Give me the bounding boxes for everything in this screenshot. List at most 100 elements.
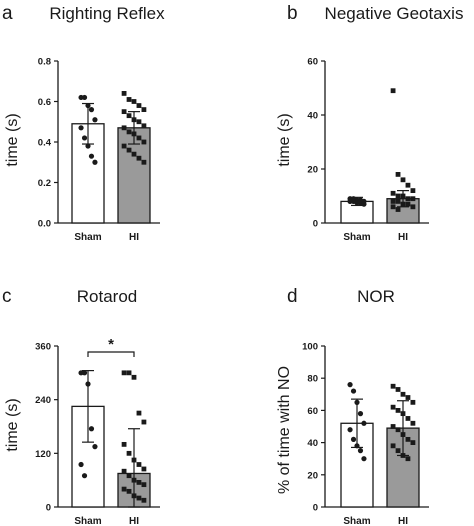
y-tick-label: 0 [313, 219, 318, 230]
panel-letter-b: b [287, 3, 298, 24]
data-point-hi [390, 88, 396, 94]
y-tick-label: 0.8 [38, 57, 51, 68]
data-point-hi [126, 129, 132, 135]
panel-title: NOR [357, 287, 395, 306]
data-point-hi [405, 436, 411, 442]
panel-letter-c: c [2, 286, 12, 307]
data-point-hi [126, 147, 132, 153]
data-point-hi [390, 424, 396, 429]
significance-bracket [87, 351, 135, 357]
data-point-hi [131, 131, 137, 137]
data-point-hi [410, 399, 416, 405]
panel-c: c Rotarod time (s) 0 120 240 360 Sham HI * [2, 286, 160, 526]
data-point-hi [395, 448, 401, 454]
y-tick-label: 360 [35, 342, 51, 353]
data-point-sham [92, 117, 98, 123]
y-tick-label: 40 [307, 111, 318, 122]
x-tick-label-sham: Sham [74, 516, 101, 526]
data-point-sham [354, 399, 360, 405]
data-point-sham [92, 444, 98, 450]
data-point-sham [81, 135, 88, 141]
panel-letter-d: d [287, 286, 298, 307]
data-point-hi [136, 103, 142, 108]
data-point-hi [390, 190, 396, 196]
y-axis-label: time (s) [4, 398, 21, 451]
data-point-hi [131, 457, 137, 463]
data-point-hi [131, 117, 137, 123]
data-point-hi [131, 493, 137, 499]
data-point-hi [395, 427, 401, 433]
data-point-hi [410, 204, 416, 210]
panel-d: d NOR % of time with NO 0 20 40 60 80 100 Sham… [276, 286, 429, 526]
y-tick-label: 20 [307, 165, 318, 176]
data-point-hi [400, 411, 406, 417]
y-axis-label: time (s) [4, 113, 21, 166]
data-point-hi [126, 97, 132, 102]
data-point-hi [131, 99, 137, 104]
panel-title: Negative Geotaxis [325, 4, 464, 23]
data-point-hi [131, 374, 137, 380]
data-point-hi [136, 462, 142, 467]
data-point-hi [395, 207, 401, 212]
data-point-hi [136, 119, 142, 125]
data-point-hi [141, 482, 147, 488]
data-point-hi [395, 408, 401, 413]
data-point-hi [405, 182, 411, 188]
y-tick-label: 20 [307, 470, 318, 481]
panel-title: Righting Reflex [49, 4, 165, 23]
data-point-sham [357, 448, 364, 454]
data-point-hi [395, 199, 401, 204]
data-point-sham [85, 381, 91, 387]
data-point-hi [405, 196, 411, 202]
y-axis-label: time (s) [276, 113, 293, 166]
y-tick-label: 60 [307, 57, 318, 68]
plot-area: 0 20 40 60 Sham HI [307, 57, 429, 243]
data-point-hi [141, 159, 147, 165]
y-tick-label: 0.6 [38, 97, 51, 108]
data-point-hi [400, 193, 406, 199]
data-point-sham [347, 427, 353, 433]
data-point-hi [405, 395, 411, 400]
data-point-hi [390, 204, 396, 210]
y-tick-label: 0 [46, 503, 51, 514]
x-tick-label-sham: Sham [343, 516, 370, 526]
data-point-hi [121, 486, 127, 492]
data-point-hi [121, 441, 127, 447]
data-point-hi [126, 113, 132, 119]
data-point-sham [88, 153, 95, 159]
y-tick-label: 60 [307, 406, 318, 417]
data-point-hi [390, 383, 396, 389]
data-point-sham [354, 443, 360, 449]
data-point-hi [136, 135, 142, 141]
data-point-sham [85, 143, 91, 149]
data-point-hi [136, 410, 142, 416]
data-point-hi [405, 201, 411, 207]
x-tick-label-hi: HI [129, 516, 139, 526]
data-point-hi [141, 107, 147, 112]
data-point-hi [121, 468, 127, 474]
data-point-sham [350, 388, 357, 394]
y-tick-label: 0 [313, 503, 318, 514]
data-point-hi [405, 456, 411, 462]
data-point-hi [131, 151, 137, 157]
data-point-hi [141, 139, 147, 145]
panel-title: Rotarod [77, 287, 137, 306]
data-point-hi [136, 495, 142, 501]
y-axis-label: % of time with NO [276, 366, 293, 494]
data-point-hi [400, 177, 406, 183]
data-point-sham [92, 159, 98, 165]
y-tick-label: 0.0 [38, 219, 51, 230]
data-point-hi [400, 391, 406, 397]
x-tick-label-hi: HI [398, 516, 408, 526]
data-point-hi [126, 488, 132, 494]
y-tick-label: 100 [302, 342, 318, 353]
y-tick-label: 120 [35, 449, 51, 460]
data-point-hi [390, 199, 396, 204]
data-point-sham [81, 473, 88, 479]
data-point-sham [85, 102, 91, 109]
data-point-hi [136, 480, 142, 485]
data-point-hi [410, 440, 416, 445]
x-tick-label-sham: Sham [343, 232, 370, 243]
y-tick-label: 240 [35, 395, 51, 406]
data-point-sham [81, 370, 88, 376]
